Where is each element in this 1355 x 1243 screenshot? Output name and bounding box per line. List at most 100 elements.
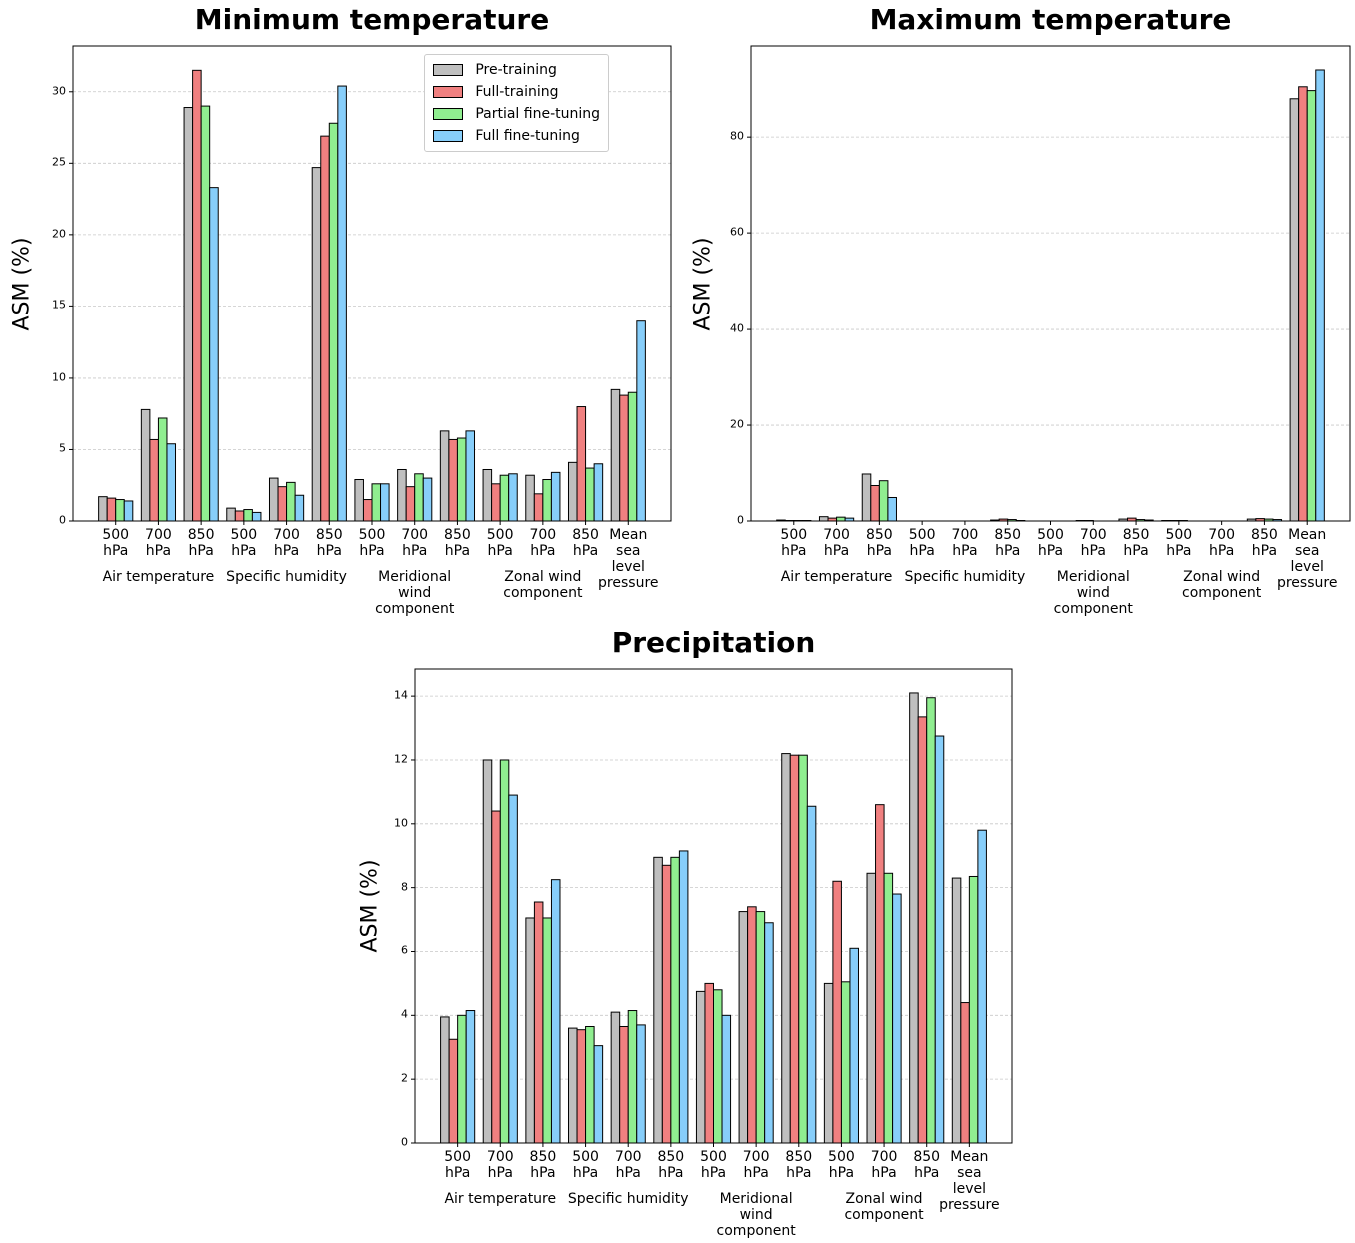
bar — [456, 437, 467, 522]
bar — [448, 1038, 459, 1144]
legend-entry: Full fine-tuning — [433, 125, 600, 147]
y-axis-label: ASM (%) — [690, 236, 716, 331]
bar — [713, 989, 723, 1144]
y-axis-label: ASM (%) — [9, 236, 35, 331]
category-group-label: Specific humidity — [904, 569, 1026, 585]
bar — [593, 463, 604, 522]
x-tick-label: Mean sea level pressure — [1276, 527, 1338, 592]
bar — [977, 829, 987, 1144]
axes-frame — [750, 45, 1351, 522]
bar — [448, 438, 458, 522]
bar — [226, 507, 236, 522]
bar — [585, 1025, 595, 1144]
y-tick-label: 60 — [730, 225, 744, 239]
y-tick-label: 8 — [401, 880, 408, 894]
bar — [832, 880, 842, 1144]
bar — [533, 901, 544, 1144]
bar — [823, 982, 834, 1144]
x-tick-label: 500 hPa — [102, 527, 130, 560]
bar — [653, 856, 663, 1144]
bar — [439, 430, 450, 522]
bar — [277, 486, 288, 522]
bar — [354, 479, 364, 522]
y-tick-label: 20 — [52, 227, 66, 241]
y-tick-label: 6 — [401, 944, 408, 958]
bar — [781, 753, 791, 1144]
bar — [627, 391, 638, 522]
bar — [627, 1010, 638, 1144]
bar — [568, 1027, 578, 1144]
y-tick-label: 25 — [52, 155, 66, 169]
bar — [286, 481, 296, 522]
bar — [866, 872, 877, 1144]
bar — [115, 499, 125, 522]
x-tick-label: 850 hPa — [529, 1149, 557, 1182]
category-group-label: Zonal wind component — [1182, 569, 1262, 602]
axes-frame — [414, 668, 1013, 1144]
y-tick-label: 0 — [59, 513, 66, 527]
x-tick-label: 700 hPa — [823, 527, 850, 560]
bar — [576, 1029, 587, 1144]
bar — [397, 468, 407, 522]
x-tick-label: 700 hPa — [614, 1149, 642, 1182]
bar — [968, 875, 979, 1144]
y-tick-label: 20 — [730, 417, 744, 431]
legend-label: Pre-training — [475, 62, 557, 78]
bar — [550, 471, 561, 522]
category-group-label: Specific humidity — [567, 1191, 689, 1207]
bar — [457, 1014, 467, 1144]
bar — [149, 438, 159, 522]
bar — [525, 474, 535, 522]
x-tick-label: 700 hPa — [1208, 527, 1236, 560]
bar — [960, 1002, 970, 1144]
bar — [576, 406, 587, 522]
x-tick-label: Mean sea level pressure — [939, 1149, 1000, 1214]
bar — [192, 69, 202, 522]
bar — [482, 468, 493, 522]
category-group-label: Zonal wind component — [844, 1191, 924, 1224]
bar — [818, 516, 829, 522]
category-group-label: Meridional wind component — [1053, 569, 1133, 618]
legend-swatch — [433, 130, 464, 142]
bar — [414, 473, 424, 522]
bar — [337, 85, 347, 522]
bar — [200, 105, 211, 522]
bar — [157, 417, 168, 522]
bar — [849, 947, 859, 1144]
category-group-label: Zonal wind component — [503, 569, 583, 602]
bar — [294, 494, 305, 522]
bar — [909, 692, 919, 1144]
bar — [661, 864, 672, 1144]
bar — [878, 480, 889, 522]
x-tick-label: 700 hPa — [401, 527, 429, 560]
bar — [491, 483, 501, 522]
legend-swatch — [433, 108, 464, 120]
x-tick-label: 500 hPa — [780, 527, 808, 560]
legend-label: Full-training — [475, 84, 559, 100]
bar — [362, 499, 373, 522]
y-tick-label: 30 — [52, 84, 66, 98]
bar — [123, 500, 134, 522]
legend: Pre-training Full-training Partial fine-tu… — [424, 54, 609, 152]
bar — [311, 167, 322, 522]
bar — [499, 759, 510, 1144]
x-tick-label: 500 hPa — [358, 527, 386, 560]
bar — [610, 388, 621, 522]
legend-label: Partial fine-tuning — [475, 106, 600, 122]
x-tick-label: 500 hPa — [828, 1149, 855, 1182]
bar — [585, 467, 595, 522]
x-tick-label: 850 hPa — [865, 527, 893, 560]
bar — [140, 408, 151, 522]
bar — [721, 1014, 732, 1144]
bar — [482, 759, 493, 1144]
legend-label: Full fine-tuning — [475, 128, 580, 144]
bar — [234, 510, 245, 522]
x-tick-label: 700 hPa — [951, 527, 979, 560]
chart-title: Minimum temperature — [194, 3, 550, 36]
bar — [405, 486, 416, 522]
bar — [106, 497, 117, 522]
bar — [593, 1045, 604, 1144]
x-tick-label: 500 hPa — [1165, 527, 1193, 560]
